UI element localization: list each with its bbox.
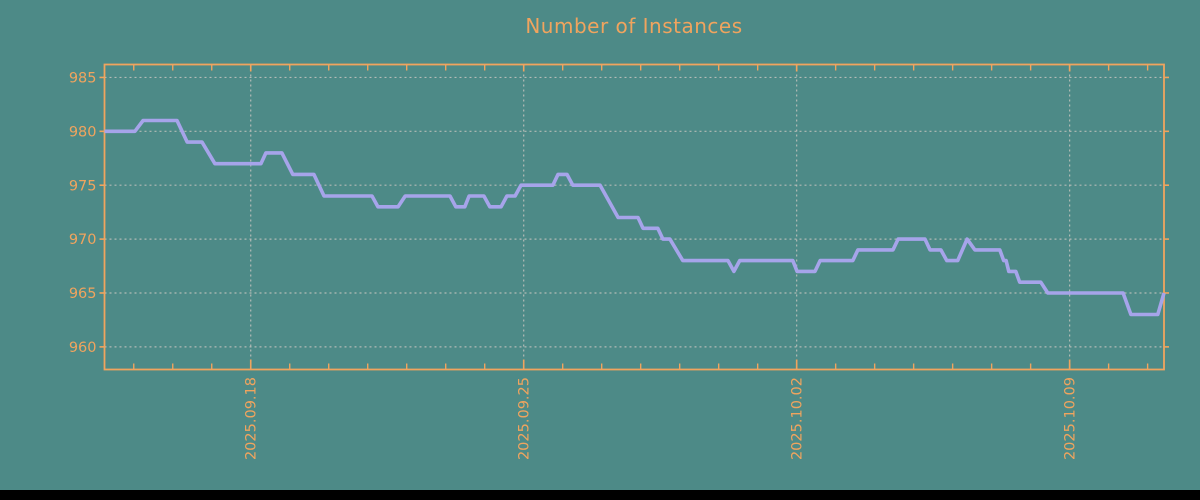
x-axis-label: 2025.10.02 xyxy=(790,377,806,460)
y-axis-label: 985 xyxy=(69,71,97,87)
x-axis-label: 2025.10.09 xyxy=(1063,377,1079,460)
x-axis-label: 2025.09.18 xyxy=(244,377,260,460)
y-axis-label: 960 xyxy=(69,340,97,356)
plot-border xyxy=(103,63,1165,371)
x-axis-label: 2025.09.25 xyxy=(517,377,533,460)
footer-bar xyxy=(0,490,1200,500)
y-axis-label: 965 xyxy=(69,286,97,302)
y-axis-label: 980 xyxy=(69,124,97,140)
chart-title: Number of Instances xyxy=(525,14,743,38)
y-axis-label: 970 xyxy=(69,232,97,248)
series-line xyxy=(104,118,1166,317)
y-axis-label: 975 xyxy=(69,178,97,194)
